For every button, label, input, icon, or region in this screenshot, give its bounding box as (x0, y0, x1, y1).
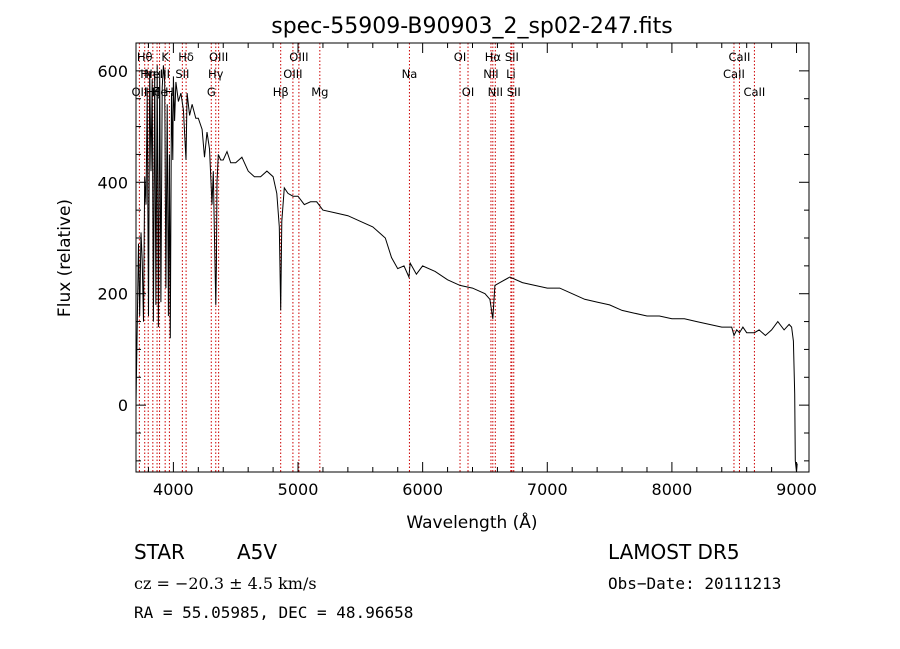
x-tick-label: 6000 (402, 480, 443, 499)
line-label: SII (507, 85, 521, 99)
line-label: OIII (209, 50, 228, 64)
line-label: CaII (743, 85, 765, 99)
line-label: NII (483, 67, 498, 81)
y-tick-label: 200 (97, 285, 128, 304)
emission-line-markers (138, 43, 755, 472)
line-label: Mg (311, 85, 328, 99)
line-label: CaII (723, 67, 745, 81)
plot-frame (135, 42, 810, 473)
object-subclass: A5V (237, 540, 278, 564)
x-tick-label: 9000 (776, 480, 817, 499)
chart-title: spec-55909-B90903_2_sp02-247.fits (271, 14, 673, 39)
redshift-velocity: cz = −20.3 ± 4.5 km/s (134, 574, 317, 593)
x-tick-label: 8000 (652, 480, 693, 499)
line-label: SII (505, 50, 519, 64)
line-label: OI (462, 85, 474, 99)
emission-line-labels: OIIHθHηHζNeIIIHeKHSIIHδGHγOIIIHβOIIIOIII… (131, 50, 765, 99)
line-label: OIII (289, 50, 308, 64)
y-tick-label: 400 (97, 173, 128, 192)
line-label: CaII (729, 50, 751, 64)
spectrum-line (135, 65, 798, 473)
axes: 4000 5000 6000 7000 8000 9000 0 200 400 600 (97, 43, 817, 499)
line-label: Li (506, 67, 516, 81)
line-label: Na (402, 67, 418, 81)
line-label: NII (488, 85, 503, 99)
line-label: K (161, 50, 169, 64)
x-tick-label: 5000 (278, 480, 319, 499)
line-label: G (207, 85, 216, 99)
line-label: OIII (283, 67, 302, 81)
object-class: STAR (134, 540, 185, 564)
y-axis-label: Flux (relative) (55, 199, 75, 317)
line-label: Hδ (178, 50, 194, 64)
line-label: Hγ (208, 67, 224, 81)
survey-name: LAMOST DR5 (608, 540, 740, 564)
x-tick-label: 4000 (153, 480, 194, 499)
x-tick-label: 7000 (527, 480, 568, 499)
line-label: OII (131, 85, 147, 99)
line-label: Hθ (137, 50, 153, 64)
line-label: Hα (485, 50, 502, 64)
line-label: OI (454, 50, 466, 64)
y-tick-label: 600 (97, 62, 128, 81)
line-label: SII (175, 67, 189, 81)
observation-date: Obs−Date: 20111213 (608, 574, 782, 593)
line-label: H (165, 85, 174, 99)
coordinates: RA = 55.05985, DEC = 48.96658 (134, 603, 414, 622)
y-tick-label: 0 (118, 396, 128, 415)
line-label: Hβ (273, 85, 289, 99)
x-axis-label: Wavelength (Å) (406, 511, 537, 533)
